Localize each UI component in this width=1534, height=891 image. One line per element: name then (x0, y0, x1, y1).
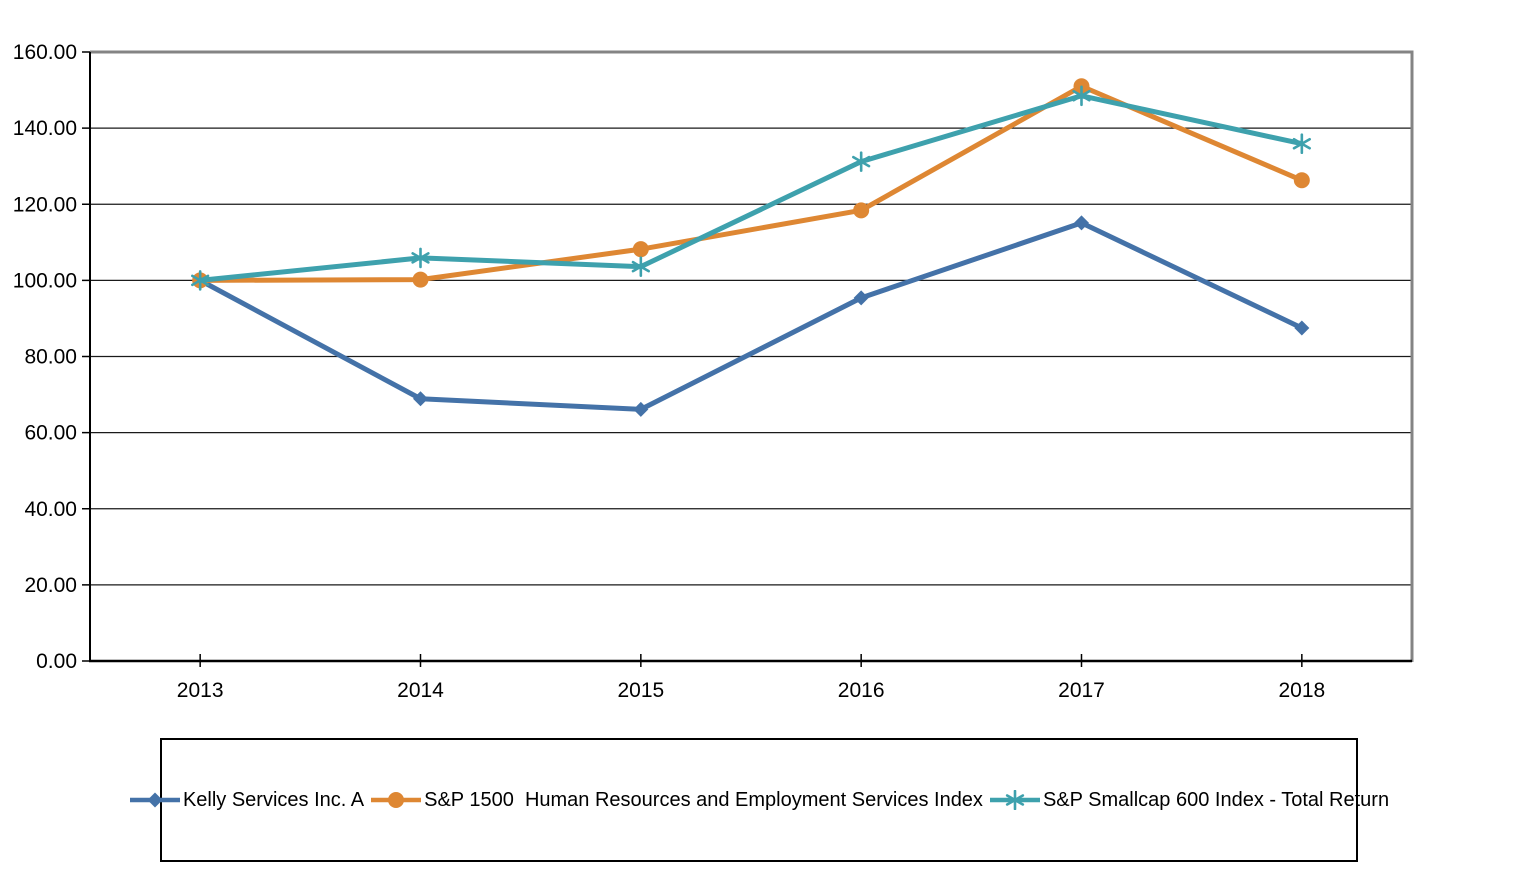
circle-marker-icon (632, 241, 649, 258)
y-tick-label: 80.00 (24, 346, 77, 369)
x-tick-label: 2015 (617, 679, 664, 702)
legend: Kelly Services Inc. A S&P 1500 Human Res… (129, 738, 1389, 862)
diamond-marker-icon (147, 792, 163, 808)
series-line (198, 220, 1303, 412)
y-tick-label: 120.00 (13, 193, 77, 216)
legend-item-sp1500-hr-index: S&P 1500 Human Resources and Employment … (370, 789, 983, 812)
asterisk-marker-icon (411, 252, 430, 264)
x-tick-label: 2014 (397, 679, 444, 702)
y-tick-label: 160.00 (13, 41, 77, 64)
sp1500-series-line-circle-icon (371, 792, 422, 808)
diamond-marker-icon (413, 391, 428, 407)
y-tick-label: 40.00 (24, 498, 77, 521)
circle-marker-icon (412, 271, 429, 288)
y-tick-label: 100.00 (13, 269, 77, 292)
diamond-marker-icon (1074, 215, 1089, 231)
line-chart-plot: 0.00 20.00 40.00 60.00 80.00 100.00 120.00 140.… (13, 41, 1414, 702)
diamond-marker-icon (1294, 320, 1310, 336)
smallcap600-series-line-asterisk-icon (989, 790, 1040, 810)
diamond-marker-icon (853, 290, 869, 306)
kelly-series-line-diamond-icon (129, 792, 180, 808)
y-tick-label: 20.00 (24, 574, 77, 597)
x-tick-label: 2016 (838, 679, 885, 702)
asterisk-marker-icon (852, 155, 871, 168)
legend-label-kelly-services: Kelly Services Inc. A (182, 788, 365, 811)
legend-label-sp-smallcap600: S&P Smallcap 600 Index - Total Return (1042, 788, 1390, 811)
circle-marker-icon (1293, 172, 1310, 189)
asterisk-marker-icon (1292, 137, 1311, 150)
asterisk-marker-icon (1005, 794, 1025, 806)
y-tick-label: 0.00 (36, 650, 77, 673)
legend-label-sp1500-hr-index: S&P 1500 Human Resources and Employment … (424, 788, 983, 811)
x-tick-label: 2018 (1278, 679, 1325, 702)
asterisk-marker-icon (191, 274, 210, 287)
diamond-marker-icon (633, 401, 649, 417)
circle-marker-icon (388, 792, 405, 808)
legend-item-kelly-services: Kelly Services Inc. A (129, 789, 364, 812)
legend-item-sp-smallcap600: S&P Smallcap 600 Index - Total Return (989, 789, 1389, 812)
series-line (199, 93, 1303, 283)
y-tick-label: 60.00 (24, 422, 77, 445)
x-tick-label: 2013 (177, 679, 224, 702)
asterisk-marker-icon (1072, 89, 1091, 102)
asterisk-marker-icon (631, 260, 650, 273)
circle-marker-icon (853, 202, 870, 219)
x-tick-label: 2017 (1058, 679, 1105, 702)
y-tick-label: 140.00 (13, 117, 77, 140)
